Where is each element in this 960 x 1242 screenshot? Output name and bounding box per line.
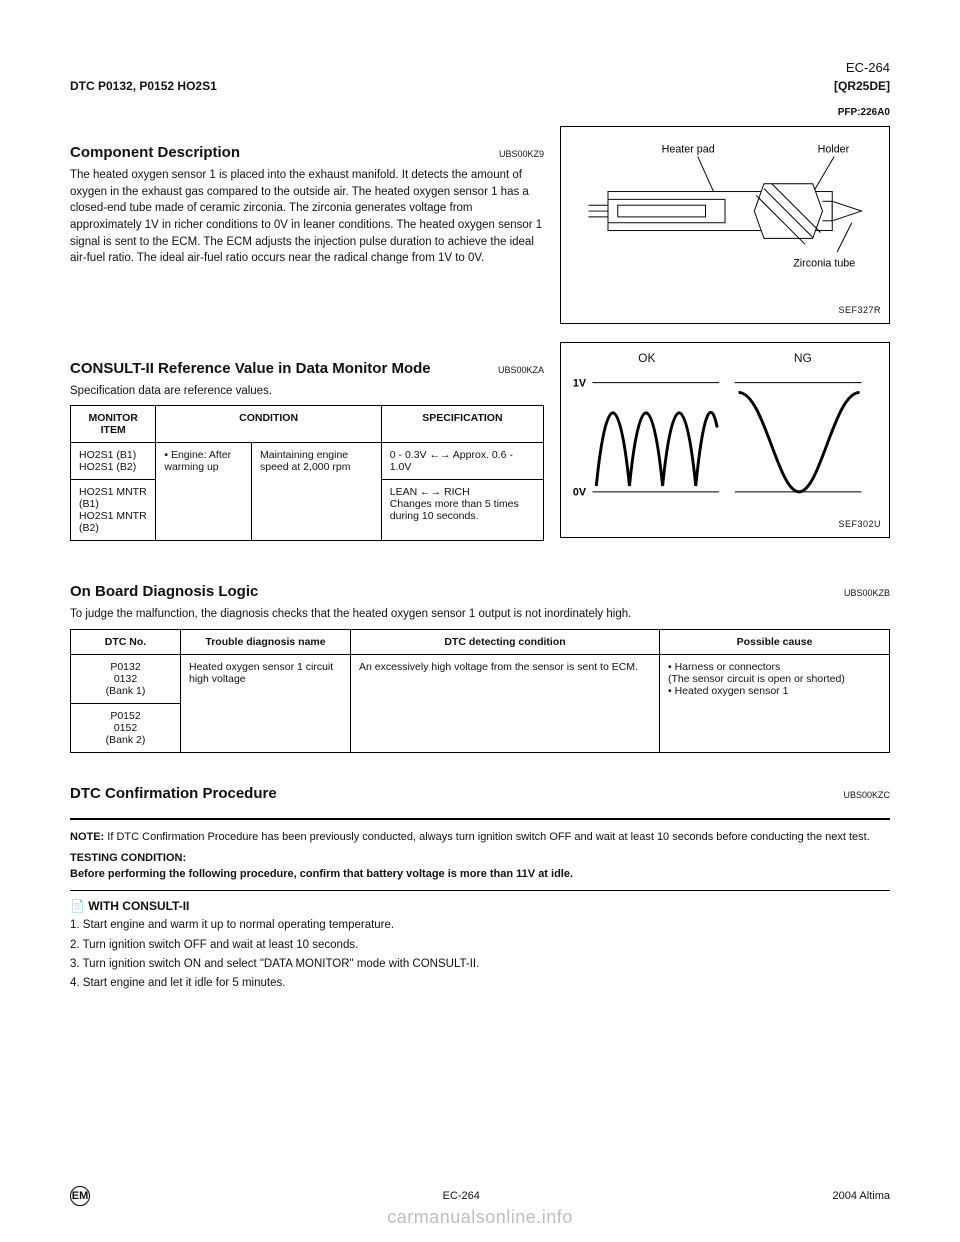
page-footer: EM EC-264 2004 Altima: [70, 1186, 890, 1206]
dtc-th-cause: Possible cause: [660, 630, 890, 655]
reference-code: UBS00KZA: [498, 365, 544, 375]
dtc-r1-no: P0152 0152 (Bank 2): [71, 704, 181, 753]
procedure-steps: 1. Start engine and warm it up to normal…: [70, 917, 890, 992]
fig1-caption: SEF327R: [569, 305, 881, 315]
confirm-testing: TESTING CONDITION: Before performing the…: [70, 851, 890, 882]
ref-cond-left: • Engine: After warming up: [156, 443, 252, 541]
ref-r1-item: HO2S1 MNTR (B1) HO2S1 MNTR (B2): [71, 480, 156, 541]
dtc-r0-cond: An excessively high voltage from the sen…: [351, 655, 660, 753]
confirm-note: NOTE: If DTC Confirmation Procedure has …: [70, 830, 890, 845]
pfp-code: PFP:226A0: [70, 107, 890, 118]
page-number-top: EC-264: [70, 60, 890, 75]
ref-th-item: MONITOR ITEM: [71, 406, 156, 443]
footer-badge: EM: [70, 1186, 90, 1206]
ref-th-cond: CONDITION: [156, 406, 381, 443]
dtc-r0-no: P0132 0132 (Bank 1): [71, 655, 181, 704]
watermark: carmanualsonline.info: [0, 1207, 960, 1228]
with-consult-title: 📄 WITH CONSULT-II: [70, 899, 890, 913]
step-2: 2. Turn ignition switch OFF and wait at …: [70, 937, 890, 954]
section-heading-left: DTC P0132, P0152 HO2S1: [70, 79, 217, 93]
label-heater-pad: Heater pad: [662, 144, 715, 156]
fig2-1v: 1V: [573, 377, 587, 389]
dtc-th-cond: DTC detecting condition: [351, 630, 660, 655]
ref-cond-right: Maintaining engine speed at 2,000 rpm: [251, 443, 381, 541]
fig2-ok: OK: [638, 351, 655, 365]
section-heading-right: [QR25DE]: [834, 79, 890, 93]
step-3: 3. Turn ignition switch ON and select "D…: [70, 956, 890, 973]
component-description-block: Component Description UBS00KZ9 The heate…: [70, 126, 890, 324]
fig2-ng: NG: [794, 351, 812, 365]
footer-model: 2004 Altima: [833, 1190, 890, 1202]
step-1: 1. Start engine and warm it up to normal…: [70, 917, 890, 934]
waveform-figure: OK NG 1V 0V SEF302U: [560, 342, 890, 538]
label-holder: Holder: [818, 144, 850, 156]
ref-r0-item: HO2S1 (B1) HO2S1 (B2): [71, 443, 156, 480]
ref-r1-spec: LEAN ←→ RICH Changes more than 5 times d…: [381, 480, 543, 541]
fig2-0v: 0V: [573, 487, 587, 499]
dtc-r0-name: Heated oxygen sensor 1 circuit high volt…: [181, 655, 351, 753]
confirm-code: UBS00KZC: [843, 790, 890, 800]
dtc-logic-lead: To judge the malfunction, the diagnosis …: [70, 606, 890, 623]
fig2-caption: SEF302U: [569, 519, 881, 529]
dtc-th-no: DTC No.: [71, 630, 181, 655]
sensor-cutaway-figure: Heater pad Holder: [560, 126, 890, 324]
dtc-logic-code: UBS00KZB: [844, 588, 890, 598]
page-title-row: DTC P0132, P0152 HO2S1 [QR25DE]: [70, 79, 890, 93]
reference-title: CONSULT-II Reference Value in Data Monit…: [70, 360, 431, 377]
dtc-table: DTC No. Trouble diagnosis name DTC detec…: [70, 629, 890, 753]
component-description-title: Component Description: [70, 144, 240, 161]
component-description-text: The heated oxygen sensor 1 is placed int…: [70, 167, 544, 267]
reference-lead: Specification data are reference values.: [70, 383, 544, 400]
label-zirconia: Zirconia tube: [793, 258, 855, 270]
dtc-r0-cause: • Harness or connectors (The sensor circ…: [660, 655, 890, 753]
divider-1: [70, 818, 890, 820]
ref-r0-spec: 0 - 0.3V ←→ Approx. 0.6 - 1.0V: [381, 443, 543, 480]
step-4: 4. Start engine and let it idle for 5 mi…: [70, 975, 890, 992]
dtc-th-name: Trouble diagnosis name: [181, 630, 351, 655]
confirm-title: DTC Confirmation Procedure: [70, 785, 277, 802]
component-description-code: UBS00KZ9: [499, 149, 544, 159]
footer-pageno: EC-264: [443, 1190, 480, 1202]
reference-table: MONITOR ITEM CONDITION SPECIFICATION HO2…: [70, 405, 544, 541]
divider-2: [70, 890, 890, 891]
dtc-logic-title: On Board Diagnosis Logic: [70, 583, 258, 600]
ref-th-spec: SPECIFICATION: [381, 406, 543, 443]
